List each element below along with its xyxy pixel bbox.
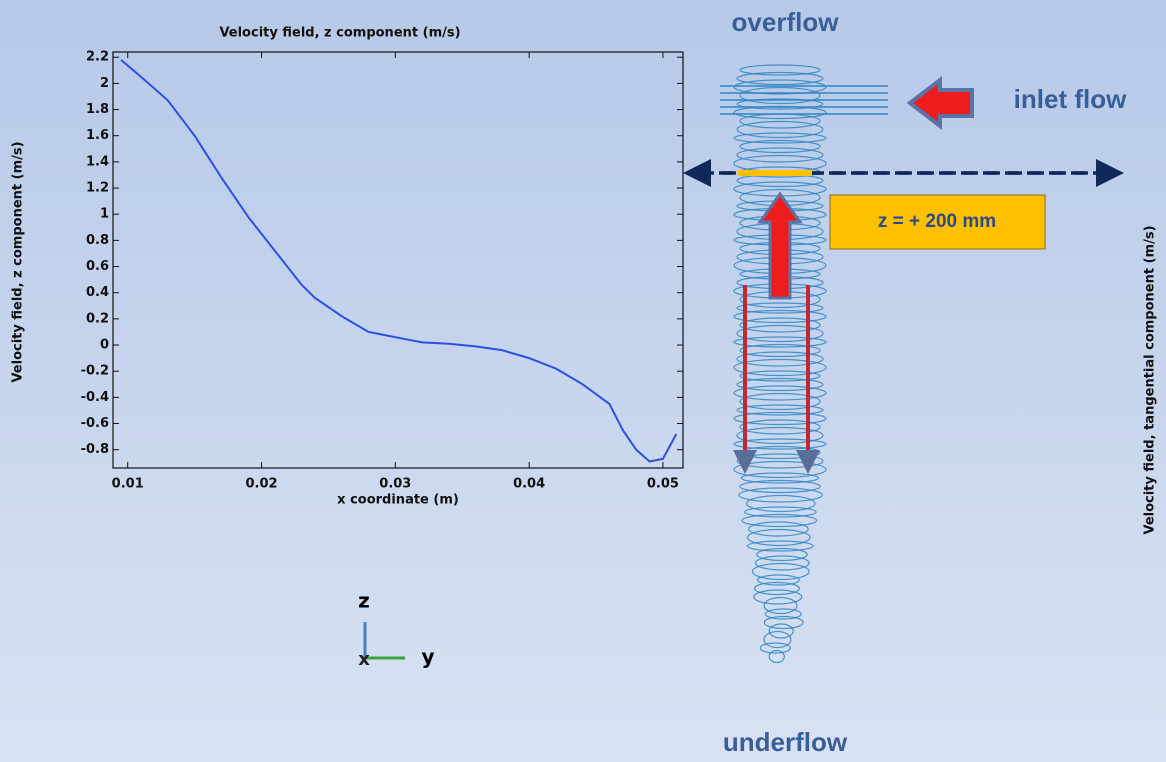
- y-tick-label: -0.4: [81, 390, 109, 405]
- y-tick-label: 2: [100, 76, 109, 91]
- x-axis-label: x coordinate (m): [337, 493, 459, 508]
- streamline: [739, 343, 821, 358]
- streamline: [746, 528, 811, 547]
- y-tick-label: 0.4: [86, 285, 109, 300]
- streamline: [744, 506, 817, 518]
- y-tick-label: 1.4: [86, 154, 109, 169]
- streamline: [736, 302, 824, 314]
- y-tick-label: 2.2: [86, 50, 109, 65]
- x-tick-label: 0.01: [112, 477, 144, 492]
- streamline: [739, 392, 821, 411]
- streamline: [738, 487, 823, 503]
- streamline: [759, 642, 792, 654]
- streamline: [739, 64, 821, 76]
- underflow-label: underflow: [723, 727, 848, 757]
- inlet-label: inlet flow: [1014, 84, 1127, 114]
- y-tick-label: 1: [100, 207, 109, 222]
- streamline: [736, 71, 824, 86]
- level-box: [829, 194, 1046, 250]
- streamline: [739, 317, 821, 333]
- y-axis-label: Velocity field, z component (m/s): [11, 141, 26, 382]
- axis-z-label: z: [358, 589, 370, 613]
- streamline: [736, 120, 824, 139]
- streamline: [736, 324, 824, 343]
- upflow-arrow: [757, 191, 803, 300]
- streamline: [733, 79, 827, 95]
- streamline: [739, 86, 821, 105]
- inlet-arrow: [906, 75, 974, 131]
- streamline: [733, 358, 827, 377]
- streamline: [733, 385, 827, 401]
- overflow-label: overflow: [732, 7, 840, 37]
- x-tick-label: 0.02: [245, 477, 277, 492]
- streamline: [739, 479, 821, 494]
- streamline: [768, 649, 785, 664]
- streamline: [736, 404, 824, 416]
- streamline: [736, 426, 824, 445]
- y-tick-label: 1.8: [86, 102, 109, 117]
- streamline: [751, 562, 810, 581]
- streamline: [753, 589, 803, 605]
- streamline: [763, 630, 792, 649]
- y-tick-label: 0.2: [86, 311, 109, 326]
- axis-x-label: x: [358, 649, 370, 670]
- y-tick-label: -0.2: [81, 364, 109, 379]
- streamline: [736, 98, 824, 110]
- x-tick-label: 0.05: [647, 477, 679, 492]
- streamline: [748, 521, 809, 537]
- y-tick-label: -0.6: [81, 416, 109, 431]
- streamline: [736, 147, 824, 163]
- streamline: [736, 377, 824, 392]
- streamline: [741, 513, 818, 528]
- y-tick-label: 1.6: [86, 128, 109, 143]
- streamline: [756, 574, 800, 586]
- plot-frame: [112, 51, 684, 469]
- streamline: [753, 581, 800, 596]
- streamline: [733, 438, 827, 450]
- streamline: [733, 336, 827, 348]
- streamline: [739, 419, 821, 435]
- data-line: [120, 59, 678, 463]
- axis-y-label: y: [421, 645, 434, 669]
- y-tick-label: 0.8: [86, 233, 109, 248]
- streamline: [733, 309, 827, 324]
- y-tick-label: 0: [100, 338, 109, 353]
- y-tick-label: 0.6: [86, 259, 109, 274]
- x-tick-label: 0.03: [379, 477, 411, 492]
- y-tick-label: 1.2: [86, 181, 109, 196]
- streamline: [733, 132, 827, 144]
- level-label: z = + 200 mm: [878, 211, 996, 232]
- streamline: [746, 494, 816, 513]
- streamline: [739, 139, 821, 154]
- y-tick-label: -0.8: [81, 442, 109, 457]
- streamline: [733, 411, 827, 426]
- chart-title: Velocity field, z component (m/s): [219, 26, 460, 41]
- streamline: [754, 555, 810, 571]
- streamline: [736, 351, 824, 367]
- streamline: [755, 547, 808, 562]
- streamline: [740, 472, 820, 484]
- streamline: [739, 370, 821, 382]
- streamline: [768, 623, 794, 639]
- x-tick-label: 0.04: [513, 477, 545, 492]
- streamline: [763, 596, 798, 615]
- streamline: [746, 540, 814, 552]
- streamline: [763, 615, 804, 630]
- side-axis-label: Velocity field, tangential component (m/…: [1143, 225, 1158, 534]
- streamline: [764, 608, 802, 620]
